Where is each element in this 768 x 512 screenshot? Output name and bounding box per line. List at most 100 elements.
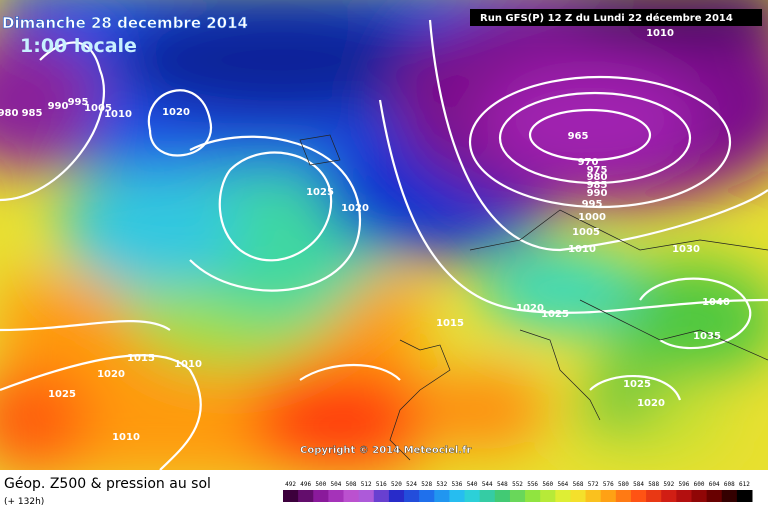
scale-swatch	[343, 490, 360, 502]
isobar-label: 1010	[174, 359, 202, 370]
isobar-label: 1020	[97, 369, 125, 380]
isobar-label: 1030	[672, 244, 700, 255]
scale-swatch	[464, 490, 481, 502]
scale-swatch	[283, 490, 299, 502]
isobar-label: 965	[568, 131, 589, 142]
scale-swatch	[706, 490, 723, 502]
scale-swatch	[736, 490, 753, 502]
scale-swatch	[388, 490, 405, 502]
scale-swatch	[419, 490, 435, 502]
isobar-label: 1005	[84, 103, 112, 114]
isobar-label: 1015	[436, 318, 464, 329]
scale-label: 564	[557, 481, 568, 488]
isobar-label: 985	[587, 180, 608, 191]
isobar-label: 1025	[623, 379, 651, 390]
scale-label: 540	[467, 481, 478, 488]
isobar-label: 1005	[572, 227, 600, 238]
isobar-label: 980	[0, 108, 18, 119]
scale-swatch	[358, 490, 375, 502]
scale-label: 560	[542, 481, 553, 488]
scale-swatch	[630, 490, 647, 502]
scale-swatch	[615, 490, 632, 502]
scale-label: 612	[739, 481, 750, 488]
coastlines	[299, 134, 768, 461]
legend-title: Géop. Z500 & pression au sol	[4, 476, 211, 492]
isobar-label: 975	[587, 165, 608, 176]
isobar-label: 1025	[541, 309, 569, 320]
scale-label: 500	[315, 481, 326, 488]
isobar-label: 995	[68, 97, 89, 108]
isobar-label: 1010	[104, 109, 132, 120]
scale-swatch	[585, 490, 602, 502]
scale-label: 584	[633, 481, 644, 488]
scale-swatch	[676, 490, 692, 502]
scale-swatch	[661, 490, 677, 502]
scale-label: 520	[391, 481, 402, 488]
scale-swatch	[555, 490, 571, 502]
isobar-label: 1020	[516, 303, 544, 314]
isobar-label: 1010	[646, 28, 674, 39]
isobar-label: 985	[22, 108, 43, 119]
scale-label: 604	[709, 481, 720, 488]
date: Dimanche 28 decembre 2014	[2, 14, 248, 32]
scale-label: 588	[648, 481, 659, 488]
scale-label: 528	[421, 481, 432, 488]
scale-label: 524	[406, 481, 417, 488]
scale-label: 568	[573, 481, 584, 488]
isobar-label: 1040	[702, 297, 730, 308]
scale-swatch	[525, 490, 541, 502]
scale-swatch	[313, 490, 329, 502]
scale-swatch	[646, 490, 662, 502]
isobar-label: 1025	[48, 389, 76, 400]
scale-swatch	[721, 490, 738, 502]
scale-swatch	[540, 490, 556, 502]
scale-label: 496	[300, 481, 311, 488]
scale-label: 548	[497, 481, 508, 488]
field	[0, 0, 768, 470]
isobar-label: 990	[587, 188, 608, 199]
scale-label: 504	[331, 481, 342, 488]
scale-label: 492	[285, 481, 296, 488]
scale-label: 600	[694, 481, 705, 488]
scale-swatch	[494, 490, 511, 502]
scale-swatch	[691, 490, 708, 502]
scale-label: 592	[663, 481, 674, 488]
scale-swatch	[434, 490, 450, 502]
scale-label: 572	[588, 481, 599, 488]
scale-swatch	[298, 490, 314, 502]
scale-label: 544	[482, 481, 493, 488]
isobar-label: 1010	[112, 432, 140, 443]
isobar-label: 1020	[637, 398, 665, 409]
scale-label: 552	[512, 481, 523, 488]
scale-label: 536	[452, 481, 463, 488]
isobar-label: 995	[582, 199, 603, 210]
scale-label: 556	[527, 481, 538, 488]
isobar-label: 1015	[127, 353, 155, 364]
color-scale: 492 496 500 504 508 512 516 520 524 528 532 536 540 5…	[283, 481, 753, 502]
scale-swatch	[479, 490, 496, 502]
run-info: Run GFS(P) 12 Z du Lundi 22 décembre 201…	[480, 12, 733, 24]
scale-label: 516	[376, 481, 387, 488]
scale-label: 576	[603, 481, 614, 488]
isobar-label: 1020	[341, 203, 369, 214]
scale-swatch	[404, 490, 420, 502]
copyright: Copyright © 2014 Meteociel.fr	[300, 445, 471, 456]
scale-swatch	[373, 490, 390, 502]
isobars	[0, 19, 768, 470]
lead-time: (+ 132h)	[4, 497, 44, 507]
isobar-label: 980	[587, 172, 608, 183]
isobar-label: 1020	[162, 107, 190, 118]
isobar-label: 1010	[568, 244, 596, 255]
scale-swatch	[328, 490, 345, 502]
isobar-label: 1000	[578, 212, 606, 223]
scale-label: 580	[618, 481, 629, 488]
scale-label: 508	[346, 481, 357, 488]
scale-label: 608	[724, 481, 735, 488]
isobar-label: 1025	[306, 187, 334, 198]
isobar-label: 970	[578, 157, 599, 168]
time: 1:00 locale	[20, 35, 137, 57]
scale-swatch	[600, 490, 617, 502]
